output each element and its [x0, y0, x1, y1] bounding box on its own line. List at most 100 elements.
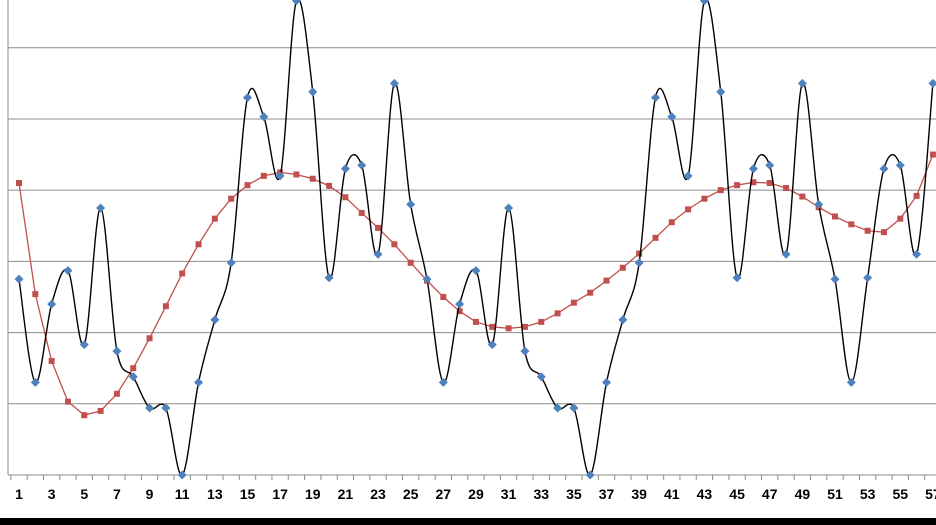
- x-tick-label: 57: [925, 486, 936, 502]
- data-point: [194, 377, 204, 387]
- data-point: [162, 303, 169, 310]
- x-tick-label: 13: [207, 486, 223, 502]
- x-tick-label: 45: [729, 486, 745, 502]
- x-tick-label: 39: [631, 486, 647, 502]
- data-point: [275, 171, 285, 181]
- data-point: [553, 403, 563, 413]
- data-point: [814, 199, 824, 209]
- data-point: [489, 323, 496, 330]
- data-point: [912, 249, 922, 259]
- data-point: [832, 213, 838, 220]
- data-point: [79, 340, 89, 350]
- data-point: [244, 182, 251, 189]
- data-point: [293, 171, 300, 178]
- data-point: [471, 266, 481, 276]
- x-tick-label: 51: [827, 486, 843, 502]
- x-tick-label: 9: [146, 486, 154, 502]
- data-point: [879, 164, 889, 174]
- data-point: [440, 293, 447, 300]
- x-tick-label: 7: [113, 486, 121, 502]
- data-point: [407, 259, 414, 266]
- x-tick-label: 5: [80, 486, 88, 502]
- data-point: [717, 187, 724, 194]
- data-point: [652, 234, 659, 241]
- data-point: [667, 112, 677, 122]
- data-point: [683, 171, 693, 181]
- data-point: [97, 407, 104, 414]
- x-tick-label: 41: [664, 486, 680, 502]
- data-point: [308, 87, 318, 97]
- data-point: [650, 93, 660, 103]
- data-point: [32, 291, 39, 298]
- data-point: [128, 372, 138, 382]
- x-tick-label: 19: [305, 486, 321, 502]
- x-tick-label: 37: [599, 486, 615, 502]
- data-point: [373, 249, 383, 259]
- data-point: [521, 323, 528, 330]
- data-point: [846, 377, 856, 387]
- data-point: [830, 274, 840, 284]
- data-point: [765, 160, 775, 170]
- data-point: [211, 215, 218, 222]
- bottom-border: [0, 518, 936, 525]
- data-point: [929, 151, 936, 158]
- data-point: [179, 270, 186, 277]
- data-point: [357, 160, 367, 170]
- data-point: [226, 258, 236, 268]
- data-point: [16, 180, 22, 187]
- data-point: [504, 203, 514, 213]
- x-tick-label: 1: [15, 486, 23, 502]
- x-tick-label: 47: [762, 486, 778, 502]
- data-point: [309, 175, 316, 182]
- x-tick-label: 43: [697, 486, 713, 502]
- data-point: [569, 403, 579, 413]
- data-point: [668, 219, 675, 226]
- data-point: [81, 412, 88, 419]
- data-point: [863, 273, 873, 283]
- data-point: [799, 193, 806, 200]
- data-point: [781, 249, 791, 259]
- data-point: [618, 315, 628, 325]
- x-tick-label: 49: [795, 486, 811, 502]
- data-point: [487, 340, 497, 350]
- data-point: [783, 185, 790, 192]
- data-point: [636, 250, 643, 257]
- data-point: [291, 0, 301, 6]
- data-point: [177, 470, 187, 480]
- data-point: [750, 179, 757, 186]
- data-point: [342, 194, 349, 201]
- x-tick-label: 17: [272, 486, 288, 502]
- x-tick-label: 55: [892, 486, 908, 502]
- data-point: [897, 215, 904, 222]
- data-point: [864, 227, 871, 234]
- data-point: [570, 299, 577, 306]
- data-point: [634, 258, 644, 268]
- data-point: [406, 199, 416, 209]
- data-point: [242, 93, 252, 103]
- data-point: [422, 274, 432, 284]
- data-point: [389, 78, 399, 88]
- data-point: [716, 87, 726, 97]
- data-point: [685, 206, 692, 213]
- data-point: [732, 273, 742, 283]
- data-point: [520, 346, 530, 356]
- data-point: [456, 308, 463, 315]
- x-tick-label: 33: [533, 486, 549, 502]
- x-tick-label: 21: [338, 486, 354, 502]
- data-point: [375, 224, 382, 231]
- data-point: [895, 160, 905, 170]
- data-point: [880, 229, 887, 236]
- data-point: [734, 182, 741, 189]
- data-point: [228, 195, 235, 202]
- x-tick-label: 53: [860, 486, 876, 502]
- data-point: [455, 299, 465, 309]
- data-point: [505, 325, 512, 332]
- data-point: [699, 0, 709, 6]
- data-point: [340, 164, 350, 174]
- x-tick-label: 27: [436, 486, 452, 502]
- x-tick-label: 23: [370, 486, 386, 502]
- data-point: [619, 264, 626, 271]
- data-point: [472, 318, 479, 325]
- data-point: [112, 346, 122, 356]
- x-tick-label: 35: [566, 486, 582, 502]
